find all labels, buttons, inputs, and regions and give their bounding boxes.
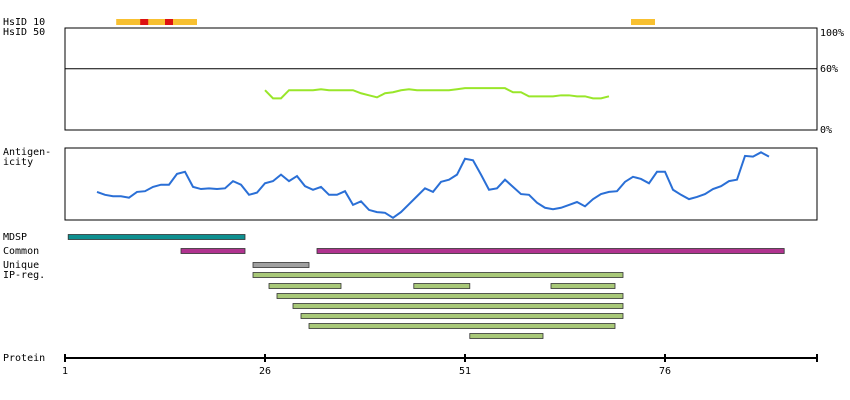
x-tick-label: 51 (459, 366, 471, 377)
feature-bar (550, 283, 616, 289)
y-tick-label: 100% (820, 28, 844, 39)
feature-bar (268, 283, 342, 289)
y-tick-label: 0% (820, 125, 832, 136)
feature-bar (67, 234, 246, 240)
feature-bar (308, 323, 616, 329)
identity-segment (140, 19, 149, 25)
row-label: HsID 50 (3, 27, 45, 38)
identity-segment (116, 19, 197, 25)
similarity-frame (64, 27, 818, 131)
feature-bar (252, 272, 624, 278)
identity-segment (631, 19, 655, 25)
feature-bar (292, 303, 624, 309)
similarity-line (264, 87, 610, 100)
feature-bar (413, 283, 471, 289)
feature-bar (316, 248, 785, 254)
axis-label: Protein (3, 353, 45, 364)
row-label: icity (3, 157, 33, 168)
row-label: HsID 10 (3, 17, 45, 28)
row-label: IP-reg. (3, 270, 45, 281)
feature-bar (469, 333, 544, 339)
feature-bar (300, 313, 624, 319)
feature-bar (252, 262, 310, 268)
antigenicity-line (96, 151, 770, 220)
y-tick-label: 60% (820, 64, 838, 75)
row-label: Common (3, 246, 39, 257)
row-label: Unique (3, 260, 39, 271)
antigenicity-frame (64, 147, 818, 221)
feature-bar (276, 293, 624, 299)
x-tick-label: 76 (659, 366, 671, 377)
x-tick-label: 1 (62, 366, 68, 377)
row-label: MDSP (3, 232, 27, 243)
identity-segment (165, 19, 173, 25)
x-tick-label: 26 (259, 366, 271, 377)
row-label: Antigen- (3, 147, 51, 158)
feature-bar (180, 248, 246, 254)
